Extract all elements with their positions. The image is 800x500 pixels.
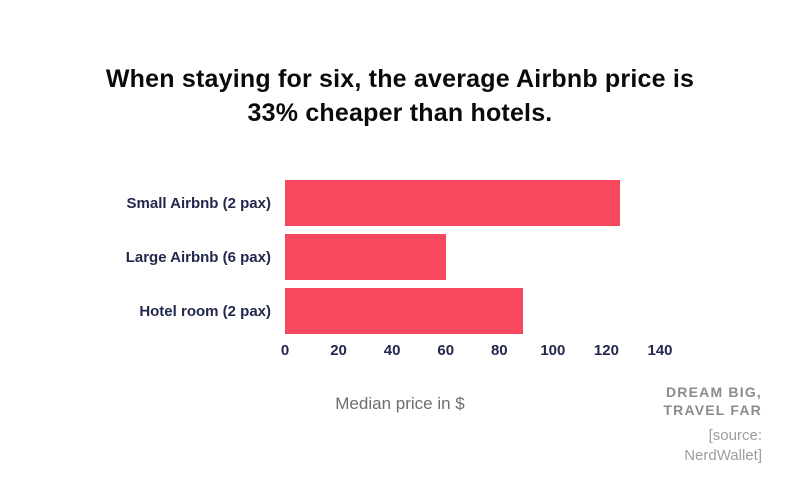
bar — [285, 234, 446, 280]
x-tick-label: 100 — [540, 342, 566, 359]
category-label: Small Airbnb (2 pax) — [126, 194, 271, 212]
x-axis-title: Median price in $ — [335, 394, 465, 413]
bar-row: Hotel room (2 pax) — [85, 288, 660, 334]
chart-title: When staying for six, the average Airbnb… — [105, 65, 695, 127]
x-tick-label: 140 — [647, 342, 673, 359]
x-tick-label: 20 — [330, 342, 347, 359]
x-tick-label: 60 — [437, 342, 455, 359]
bar — [285, 180, 620, 226]
bar-row: Small Airbnb (2 pax) — [85, 180, 660, 226]
bar-track — [285, 234, 660, 280]
bar — [285, 288, 524, 334]
bar-rows: Small Airbnb (2 pax) Large Airbnb (6 pax)… — [85, 180, 660, 334]
branding-block: DREAM BIG, TRAVEL FAR [source: NerdWalle… — [663, 383, 762, 466]
x-axis: 0 20 40 60 80 100 120 140 — [281, 342, 673, 362]
category-label: Large Airbnb (6 pax) — [125, 248, 271, 266]
brand-logo-line2: TRAVEL FAR — [663, 402, 762, 418]
source-line2: NerdWallet] — [684, 447, 762, 464]
bar-track — [285, 288, 660, 334]
source-credit: [source: NerdWallet] — [663, 426, 762, 466]
brand-logo: DREAM BIG, TRAVEL FAR — [663, 383, 762, 419]
x-tick-label: 120 — [593, 342, 619, 359]
bar-row: Large Airbnb (6 pax) — [85, 234, 660, 280]
bar-chart: Small Airbnb (2 pax) Large Airbnb (6 pax)… — [85, 180, 673, 362]
x-tick-label: 0 — [280, 342, 290, 359]
x-tick-label: 40 — [383, 342, 401, 359]
source-line1: [source: — [708, 427, 762, 444]
category-label: Hotel room (2 pax) — [139, 302, 271, 320]
x-tick-label: 80 — [490, 342, 508, 359]
brand-logo-line1: DREAM BIG, — [666, 384, 762, 400]
bar-track — [285, 180, 660, 226]
